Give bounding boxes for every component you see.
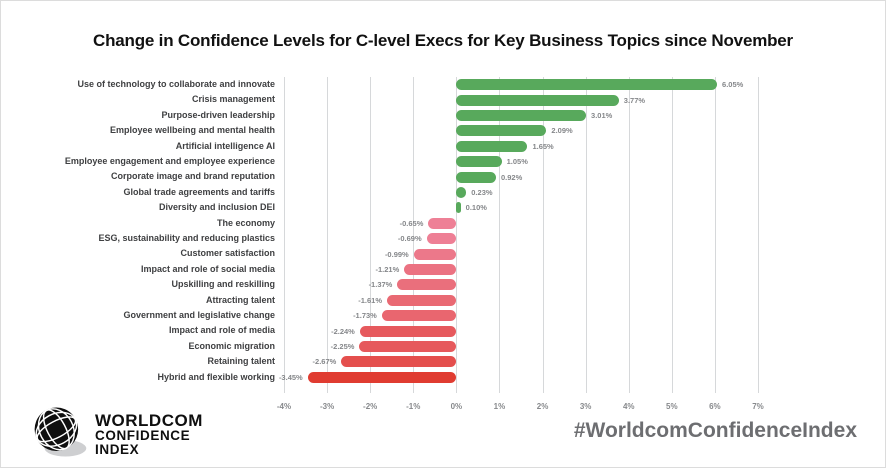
- bar-value-label: 0.10%: [465, 203, 487, 213]
- worldcom-logo: WORLDCOM CONFIDENCE INDEX: [31, 403, 203, 466]
- gridline: [327, 77, 329, 393]
- category-label: Retaining talent: [207, 356, 275, 367]
- category-label: Economic migration: [188, 340, 275, 351]
- category-label: Impact and role of social media: [140, 263, 275, 274]
- bar: [359, 325, 457, 337]
- bar: [428, 217, 457, 229]
- logo-line-index: INDEX: [95, 442, 140, 457]
- category-label: Impact and role of media: [168, 325, 275, 336]
- bar: [456, 110, 587, 121]
- category-label: Purpose-driven leadership: [161, 109, 275, 120]
- x-axis-tick: -1%: [406, 402, 421, 411]
- bar: [456, 156, 502, 168]
- x-axis-tick: 7%: [752, 402, 764, 411]
- bar: [341, 356, 457, 368]
- category-label: Hybrid and flexible working: [157, 371, 275, 382]
- bar-value-label: -0.65%: [399, 218, 424, 228]
- bar-value-label: -2.67%: [312, 357, 337, 367]
- x-axis-tick: 1%: [493, 402, 506, 411]
- bar-value-label: 0.23%: [471, 188, 493, 197]
- x-axis-tick: -2%: [363, 402, 378, 411]
- x-axis-tick: 2%: [536, 402, 549, 411]
- bar: [456, 94, 619, 106]
- bar: [359, 341, 457, 352]
- logo-line-worldcom: WORLDCOM: [95, 411, 203, 430]
- x-axis-tick: -3%: [319, 402, 335, 411]
- category-label: Attracting talent: [205, 294, 275, 305]
- category-label: Government and legislative change: [123, 310, 275, 320]
- category-label: Global trade agreements and tariffs: [123, 186, 275, 197]
- bar: [397, 279, 457, 291]
- chart-title: Change in Confidence Levels for C-level …: [93, 31, 793, 50]
- globe-icon: [31, 403, 89, 466]
- bar: [456, 202, 461, 214]
- bar-value-label: 1.05%: [506, 157, 528, 167]
- gridline: [671, 77, 673, 393]
- gridline: [499, 77, 501, 393]
- gridline: [757, 77, 759, 393]
- bar: [456, 187, 467, 198]
- category-label: The economy: [216, 217, 275, 228]
- bar: [456, 140, 528, 152]
- category-label: Upskilling and reskilling: [171, 279, 275, 290]
- bar-value-label: -2.24%: [331, 326, 355, 336]
- bar: [426, 233, 457, 245]
- bar-value-label: 1.65%: [532, 141, 554, 151]
- gridline: [284, 77, 285, 393]
- bar-value-label: -0.99%: [384, 249, 409, 259]
- gridline: [628, 77, 630, 393]
- bar: [381, 310, 457, 322]
- bar-value-label: -1.61%: [358, 295, 382, 305]
- category-label: Artificial intelligence AI: [175, 140, 275, 151]
- bar-value-label: -1.73%: [353, 311, 377, 321]
- logo-wordmark: WORLDCOM CONFIDENCE INDEX: [95, 412, 203, 457]
- gridline: [413, 77, 415, 393]
- hashtag-label: #WorldcomConfidenceIndex: [573, 419, 857, 442]
- bar-value-label: 2.09%: [551, 126, 573, 136]
- category-label: Diversity and inclusion DEI: [158, 202, 275, 213]
- category-label: ESG, sustainability and reducing plastic…: [98, 233, 275, 243]
- gridline: [456, 77, 458, 393]
- bar-value-label: -2.25%: [330, 342, 355, 351]
- bar: [456, 125, 547, 137]
- x-axis-tick: 5%: [666, 402, 678, 411]
- bar: [456, 79, 718, 91]
- bar-value-label: -3.45%: [278, 372, 303, 382]
- bar: [307, 371, 457, 383]
- bar-value-label: 0.92%: [501, 172, 523, 182]
- x-axis-tick: 4%: [622, 402, 635, 411]
- bar: [456, 171, 496, 183]
- category-label: Use of technology to collaborate and inn…: [77, 79, 275, 89]
- bar: [386, 294, 457, 306]
- bar: [413, 248, 457, 260]
- x-axis-tick: -4%: [276, 402, 292, 411]
- bar-value-label: 3.01%: [591, 111, 613, 120]
- bar-value-label: 6.05%: [722, 80, 744, 90]
- category-label: Employee engagement and employee experie…: [64, 156, 275, 166]
- category-label: Corporate image and brand reputation: [110, 171, 275, 182]
- category-label: Crisis management: [191, 94, 275, 105]
- x-axis-tick: 3%: [579, 402, 592, 411]
- x-axis-tick: 0%: [450, 402, 463, 411]
- gridline: [542, 77, 544, 393]
- bar-value-label: -1.37%: [368, 280, 393, 290]
- bar-value-label: -0.69%: [397, 234, 422, 244]
- bar-value-label: -1.21%: [375, 265, 400, 274]
- gridline: [585, 77, 587, 393]
- gridline: [370, 77, 372, 393]
- category-label: Customer satisfaction: [180, 248, 275, 259]
- logo-line-confidence: CONFIDENCE: [95, 428, 191, 443]
- gridline: [714, 77, 716, 393]
- category-label: Employee wellbeing and mental health: [109, 125, 275, 136]
- x-axis-tick: 6%: [709, 402, 721, 411]
- bar: [404, 264, 457, 275]
- bar-value-label: 3.77%: [623, 95, 646, 105]
